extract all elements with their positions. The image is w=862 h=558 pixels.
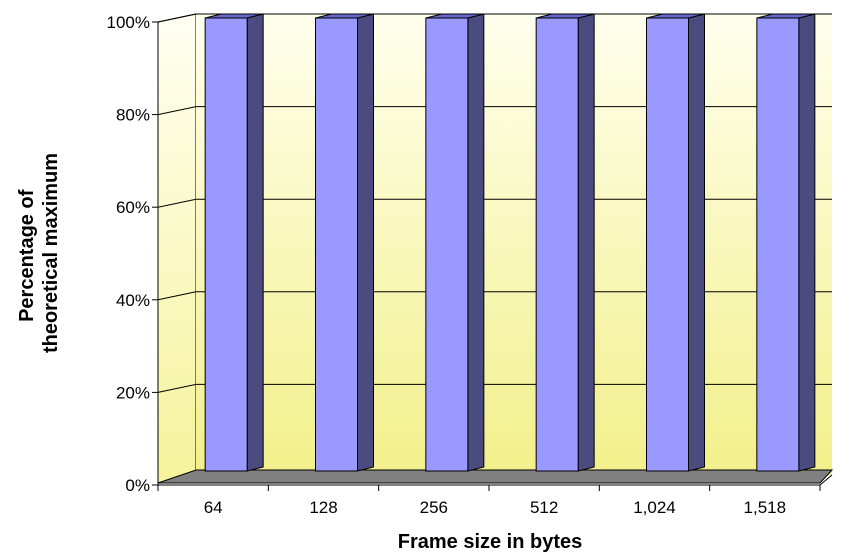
bar-side — [688, 13, 705, 472]
bar — [535, 13, 595, 472]
bar-front — [756, 17, 800, 472]
y-tick-label: 100% — [107, 13, 150, 32]
bar-side — [577, 13, 595, 472]
x-tick-label: 256 — [420, 498, 448, 517]
side-wall — [157, 13, 197, 484]
x-tick-label: 1,518 — [744, 498, 787, 517]
bar-front — [204, 17, 248, 472]
x-tick-label: 1,024 — [633, 498, 676, 517]
y-axis-title: Percentage of theoretical maximum — [16, 153, 62, 353]
y-tick-label: 80% — [116, 106, 150, 125]
x-tick-label: 64 — [204, 498, 223, 517]
back-wall — [196, 14, 832, 475]
gridline-side — [157, 291, 197, 301]
y-tick-label: 0% — [125, 476, 150, 495]
bar — [425, 13, 485, 472]
x-tick-label: 512 — [530, 498, 558, 517]
bar-front — [535, 17, 579, 472]
gridlines — [157, 13, 832, 393]
bar-side — [798, 13, 816, 472]
y-axis-title-line-1: Percentage of — [16, 189, 38, 322]
floor — [157, 469, 834, 484]
bar — [204, 13, 264, 472]
bar-front — [315, 17, 358, 472]
bar — [315, 13, 374, 472]
x-tick-label: 128 — [309, 498, 337, 517]
y-tick-label: 40% — [116, 291, 150, 310]
bar-front — [646, 17, 689, 472]
y-axis-ticks: 0% 20% 40% 60% 80% 100% — [107, 13, 158, 495]
y-tick-label: 60% — [116, 198, 150, 217]
x-axis-title: Frame size in bytes — [398, 531, 583, 553]
gridline-side — [157, 13, 197, 23]
bars — [204, 13, 816, 472]
y-tick-label: 20% — [116, 383, 150, 402]
bar-side — [357, 13, 374, 472]
gridline-side — [157, 383, 197, 393]
y-axis-title-line-2: theoretical maximum — [40, 153, 62, 353]
x-axis-ticks: 64 128 256 512 1,024 1,518 — [157, 485, 821, 517]
bar-front — [425, 17, 469, 472]
gridline-side — [157, 198, 197, 208]
bar — [756, 13, 816, 472]
bar-side — [246, 13, 264, 472]
bar-side — [467, 13, 485, 472]
gridline-side — [157, 106, 197, 116]
bar — [646, 13, 705, 472]
